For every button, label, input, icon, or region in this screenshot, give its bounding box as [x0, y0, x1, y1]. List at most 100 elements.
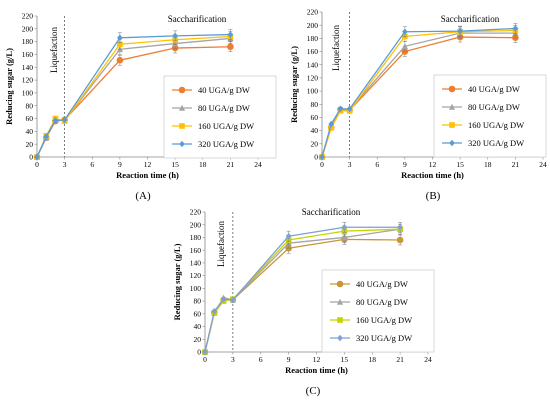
y-tick-label: 120 [190, 271, 202, 280]
x-tick-label: 18 [484, 160, 492, 169]
x-tick-label: 24 [539, 160, 547, 169]
data-point [202, 348, 208, 356]
x-tick-label: 0 [35, 160, 39, 169]
y-axis-title: Reducing sugar (g/L) [289, 46, 299, 123]
data-point [396, 236, 404, 244]
x-tick-label: 18 [199, 160, 207, 169]
x-tick-label: 24 [424, 355, 432, 364]
y-tick-label: 60 [311, 113, 319, 122]
panel-1: 0 20 40 60 80 100 120 140 160 180 200 220 0 3 6 9 12 15 18… [4, 12, 277, 202]
data-point [172, 32, 178, 40]
x-axis-title: Reaction time (h) [401, 170, 464, 180]
data-point [117, 41, 123, 47]
x-tick-label: 0 [320, 160, 324, 169]
data-point [341, 223, 348, 231]
y-tick-label: 220 [22, 12, 34, 21]
y-tick-label: 20 [194, 335, 202, 344]
liquefaction-label: Liquefaction [216, 221, 226, 267]
x-tick-label: 15 [171, 160, 179, 169]
y-tick-label: 40 [194, 322, 202, 331]
x-tick-label: 6 [90, 160, 94, 169]
y-tick-label: 60 [194, 309, 202, 318]
data-point [401, 42, 408, 50]
y-tick-label: 100 [22, 89, 34, 98]
data-point [402, 28, 408, 36]
data-point [34, 153, 40, 161]
data-point [328, 125, 335, 131]
legend-entry: 80 UGA/g DW [468, 102, 520, 112]
legend-swatch-marker [336, 298, 344, 305]
x-tick-label: 15 [456, 160, 464, 169]
y-tick-label: 200 [22, 24, 34, 33]
data-point [227, 43, 234, 51]
legend-swatch-marker [337, 334, 343, 342]
panel-label: (C) [306, 385, 321, 397]
data-point [341, 234, 348, 241]
legend-swatch-marker [179, 140, 185, 148]
legend-entry: 320 UGA/g DW [356, 333, 412, 343]
x-tick-label: 12 [429, 160, 437, 169]
y-tick-label: 160 [190, 246, 202, 255]
y-tick-label: 160 [307, 47, 319, 56]
legend-swatch-marker [448, 103, 456, 110]
data-point [52, 117, 59, 124]
panel-label: (A) [135, 190, 151, 202]
series-4 [202, 222, 403, 356]
data-point [328, 120, 335, 128]
y-tick-label: 100 [307, 87, 319, 96]
y-tick-label: 80 [194, 297, 202, 306]
y-tick-label: 220 [307, 8, 319, 17]
x-tick-label: 24 [254, 160, 262, 169]
y-tick-label: 120 [307, 74, 319, 83]
x-tick-label: 6 [259, 355, 263, 364]
legend-entry: 80 UGA/g DW [198, 103, 250, 113]
y-tick-label: 80 [26, 101, 34, 110]
y-tick-label: 0 [197, 348, 201, 357]
y-tick-label: 20 [26, 140, 34, 149]
data-point [397, 223, 403, 231]
legend-swatch-marker [449, 139, 455, 147]
y-tick-label: 80 [311, 100, 319, 109]
y-tick-label: 220 [190, 208, 202, 217]
saccharification-label: Saccharification [441, 14, 500, 24]
y-tick-label: 140 [307, 60, 319, 69]
saccharification-label: Saccharification [302, 207, 361, 217]
legend-swatch-marker [179, 123, 185, 129]
y-tick-label: 60 [26, 114, 34, 123]
x-tick-label: 9 [118, 160, 122, 169]
x-tick-label: 15 [341, 355, 349, 364]
legend: 40 UGA/g DW 80 UGA/g DW 160 UGA/g DW 320 UG… [163, 75, 277, 159]
y-tick-label: 180 [22, 37, 34, 46]
data-point [230, 296, 236, 304]
y-tick-label: 200 [307, 21, 319, 30]
data-point [116, 56, 124, 64]
legend-entry: 40 UGA/g DW [198, 85, 250, 95]
x-tick-label: 0 [203, 355, 207, 364]
legend-entry: 320 UGA/g DW [468, 138, 524, 148]
legend-swatch-marker [337, 317, 343, 323]
legend-entry: 160 UGA/g DW [198, 121, 254, 131]
data-point [319, 153, 325, 161]
data-point [43, 133, 50, 140]
y-tick-label: 0 [29, 153, 33, 162]
x-tick-label: 9 [403, 160, 407, 169]
x-tick-label: 12 [313, 355, 321, 364]
x-tick-label: 21 [512, 160, 520, 169]
x-tick-label: 3 [231, 355, 235, 364]
data-point [61, 116, 68, 124]
x-tick-label: 9 [287, 355, 291, 364]
data-point [117, 34, 123, 42]
legend-swatch-marker [448, 85, 456, 93]
legend-entry: 40 UGA/g DW [356, 279, 408, 289]
data-point [285, 232, 292, 240]
data-point [512, 25, 519, 32]
legend-entry: 160 UGA/g DW [468, 120, 524, 130]
y-tick-label: 0 [314, 153, 318, 162]
legend-swatch-marker [449, 122, 455, 128]
saccharification-label: Saccharification [168, 14, 227, 24]
y-tick-label: 160 [22, 50, 34, 59]
legend-entry: 160 UGA/g DW [356, 315, 412, 325]
y-tick-label: 140 [22, 63, 34, 72]
y-tick-label: 200 [190, 220, 202, 229]
